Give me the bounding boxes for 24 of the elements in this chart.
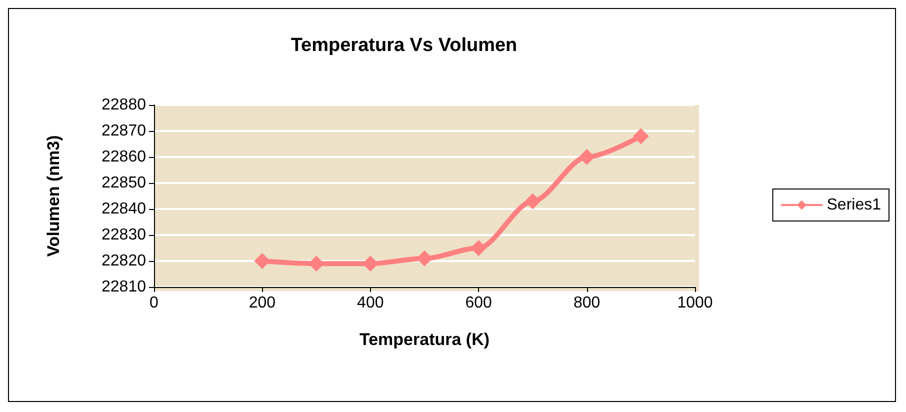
y-tick-label: 22850 [102,174,146,192]
y-tick-label: 22810 [102,278,146,296]
x-tick-label: 200 [248,294,276,312]
y-tick-label: 22860 [102,148,146,166]
y-tick-label: 22830 [102,226,146,244]
x-axis-title: Temperatura (K) [359,330,490,349]
point [416,250,432,266]
point [254,253,270,269]
y-tick-label: 22840 [102,200,146,218]
y-tick-label: 22870 [102,122,146,140]
legend-label: Series1 [826,196,882,214]
y-tick-label: 22880 [102,96,146,114]
point [632,128,649,144]
x-tick-label: 0 [150,294,159,312]
x-tick-label: 800 [573,294,600,312]
x-tick-label: 600 [465,294,492,312]
chart-title: Temperatura Vs Volumen [290,35,518,56]
point [470,240,487,256]
point [524,193,541,210]
point [578,149,595,165]
y-tick-label: 22820 [102,252,146,270]
y-axis-title: Volumen (nm3) [44,135,63,257]
x-tick-label: 400 [357,294,384,312]
x-tick-label: 1000 [677,294,713,312]
